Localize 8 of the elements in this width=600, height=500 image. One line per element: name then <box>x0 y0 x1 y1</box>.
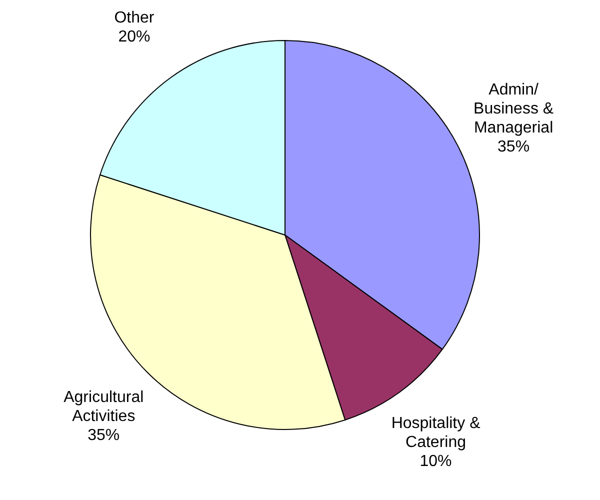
slice-label: Hospitality & Catering <box>391 414 481 451</box>
slice-label: Admin/ Business & Managerial <box>474 81 554 136</box>
slice-label: Agricultural Activities <box>64 388 144 425</box>
data-label: 35% <box>498 138 530 156</box>
data-label: 20% <box>118 28 150 46</box>
data-label: 35% <box>88 426 120 444</box>
data-label: 10% <box>420 452 452 470</box>
slice-label: Other <box>114 9 155 26</box>
